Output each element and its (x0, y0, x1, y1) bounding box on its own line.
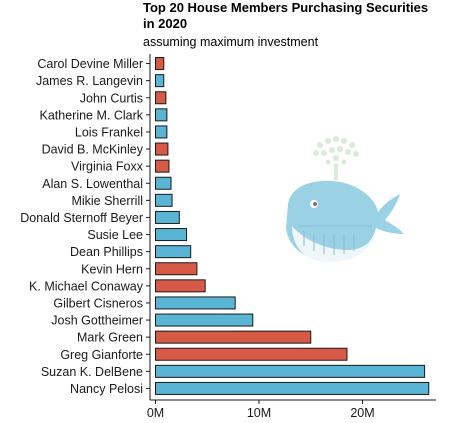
y-tick-label: Gilbert Cisneros (53, 296, 143, 310)
bar (155, 262, 198, 276)
bar (155, 381, 430, 395)
bar (155, 330, 312, 344)
y-tick-label: Greg Gianforte (60, 348, 143, 362)
y-tick-label: John Curtis (80, 91, 143, 105)
y-tick-label: Mikie Sherrill (71, 194, 143, 208)
y-tick-label: Virginia Foxx (71, 160, 144, 174)
bar (155, 313, 254, 327)
bar (155, 228, 188, 242)
chart-subtitle: assuming maximum investment (143, 35, 319, 49)
chart-title: Top 20 House Members Purchasing Securiti… (143, 0, 429, 31)
bar (155, 142, 169, 156)
x-tick-label: 20M (350, 406, 374, 420)
bar (155, 74, 165, 88)
bar (155, 193, 173, 207)
y-tick-label: James R. Langevin (36, 74, 143, 88)
bar (155, 176, 172, 190)
bar (155, 245, 192, 259)
bar (155, 125, 168, 139)
y-tick-label: Lois Frankel (75, 125, 143, 139)
y-tick-label: Dean Phillips (70, 245, 143, 259)
bar (155, 347, 348, 361)
bar (155, 159, 170, 173)
y-tick-label: Donald Sternoff Beyer (20, 211, 143, 225)
y-tick-label: Katherine M. Clark (39, 108, 143, 122)
y-tick-label: Alan S. Lowenthal (42, 177, 143, 191)
y-tick-label: Carol Devine Miller (37, 57, 143, 71)
y-tick-label: David B. McKinley (42, 143, 144, 157)
bar (155, 279, 206, 293)
y-tick-label: Mark Green (77, 331, 143, 345)
bar (155, 91, 167, 105)
y-tick-label: Susie Lee (87, 228, 143, 242)
y-tick-label: K. Michael Conaway (29, 279, 144, 293)
x-tick-label: 0M (147, 406, 164, 420)
whale-icon (286, 136, 404, 263)
y-tick-label: Kevin Hern (81, 262, 143, 276)
bar (155, 57, 165, 71)
bar (155, 210, 180, 224)
x-tick-label: 10M (247, 406, 271, 420)
y-tick-label: Suzan K. DelBene (41, 365, 143, 379)
bar (155, 108, 168, 122)
y-tick-label: Josh Gottheimer (51, 314, 143, 328)
bar (155, 296, 236, 310)
bar (155, 364, 426, 378)
y-tick-label: Nancy Pelosi (70, 382, 143, 396)
